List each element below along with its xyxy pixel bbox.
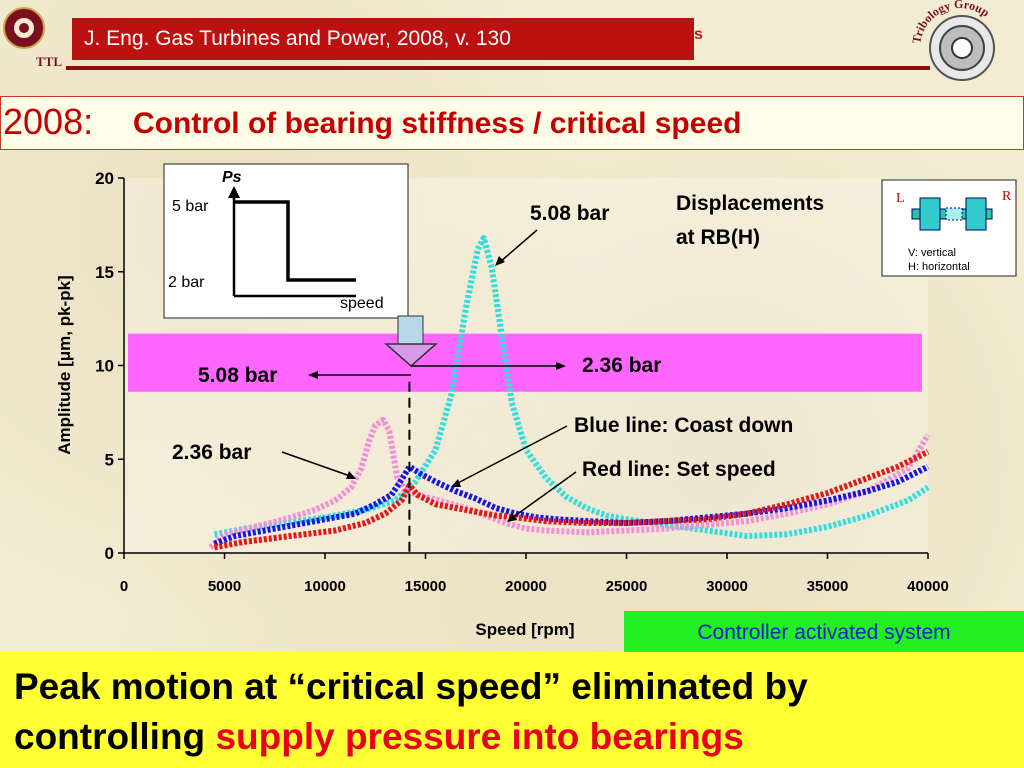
x-tick-label: 40000 [907, 578, 949, 595]
pressure-schedule-inset: Ps 5 bar 2 bar speed [163, 163, 409, 319]
x-tick-label: 0 [120, 578, 128, 595]
inset-y-arrow-icon [228, 186, 240, 198]
x-tick-label: 10000 [304, 578, 346, 595]
left-236-label: 2.36 bar [172, 441, 251, 464]
bearing-left-label: L [896, 191, 905, 206]
conclusion-box: Peak motion at “critical speed” eliminat… [0, 652, 1024, 768]
series-line-blue [213, 463, 930, 547]
conclusion-highlight: supply pressure into bearings [215, 716, 744, 757]
x-tick-label: 30000 [706, 578, 748, 595]
controller-activated-badge: Controller activated system [624, 611, 1024, 655]
series-layer [208, 235, 931, 551]
y-tick-label: 5 [105, 450, 114, 469]
x-tick-label: 5000 [208, 578, 241, 595]
y-tick-label: 15 [95, 263, 114, 282]
citation-tail-text: s [694, 26, 703, 43]
pressure-step-line [234, 200, 356, 282]
peak-508-label: 5.08 bar [530, 202, 609, 225]
series-line-cyan [213, 235, 930, 540]
title-year: 2008: [3, 101, 94, 142]
inset-low-label: 2 bar [168, 274, 205, 291]
blue-line-arrow-icon [451, 479, 461, 487]
left-508-arrow-icon [308, 371, 318, 379]
bearing-inset: L R V: vertical H: horizontal [881, 179, 1017, 277]
slide-title: 2008: Control of bearing stiffness / cri… [0, 96, 1024, 150]
inset-ps-label: Ps [222, 169, 242, 186]
y-tick-label: 0 [105, 544, 114, 563]
bearing-legend-h: H: horizontal [908, 261, 970, 273]
x-tick-label: 35000 [807, 578, 849, 595]
x-tick-label: 25000 [606, 578, 648, 595]
header-divider [66, 66, 930, 70]
left-logo-text: TTL [36, 54, 62, 69]
y-axis-label: Amplitude [μm, pk-pk] [55, 275, 74, 454]
inset-x-label: speed [340, 295, 384, 312]
conclusion-line-2: controlling supply pressure into bearing… [14, 712, 1024, 762]
displacement-label-line2: at RB(H) [676, 226, 760, 249]
y-tick-label: 20 [95, 169, 114, 188]
controller-arrow-icon [384, 315, 438, 367]
x-tick-label: 15000 [405, 578, 447, 595]
axes-layer: 0 5000 10000 15000 20000 25000 30000 35000 40000… [95, 169, 949, 595]
right-236-label: 2.36 bar [582, 354, 661, 377]
y-tick-label: 10 [95, 357, 114, 376]
blue-line-label: Blue line: Coast down [574, 414, 793, 437]
amplitude-speed-chart: 0 5000 10000 15000 20000 25000 30000 35000 40000… [55, 163, 1017, 639]
citation-banner: J. Eng. Gas Turbines and Power, 2008, v.… [72, 18, 694, 60]
bearing-legend-v: V: vertical [908, 247, 956, 259]
tribology-group-logo: Tribology Group [900, 0, 1024, 86]
peak-508-arrow-icon [495, 256, 505, 266]
pressure-band [128, 333, 922, 392]
series-line-pink [208, 416, 931, 550]
left-236-arrow-icon [346, 471, 356, 479]
right-236-arrow-icon [556, 362, 566, 370]
title-text: Control of bearing stiffness / critical … [133, 107, 742, 140]
university-logo: TTL [2, 2, 62, 72]
bearing-right-label: R [1002, 189, 1012, 204]
x-tick-label: 20000 [505, 578, 547, 595]
inset-high-label: 5 bar [172, 198, 209, 215]
red-line-arrow-icon [507, 513, 517, 522]
red-line-label: Red line: Set speed [582, 458, 776, 481]
left-508-label: 5.08 bar [198, 364, 277, 387]
conclusion-prefix: controlling [14, 716, 216, 757]
x-axis-label: Speed [rpm] [475, 620, 574, 639]
series-line-red [213, 449, 930, 551]
displacement-label-line1: Displacements [676, 192, 824, 215]
conclusion-line-1: Peak motion at “critical speed” eliminat… [14, 666, 808, 707]
